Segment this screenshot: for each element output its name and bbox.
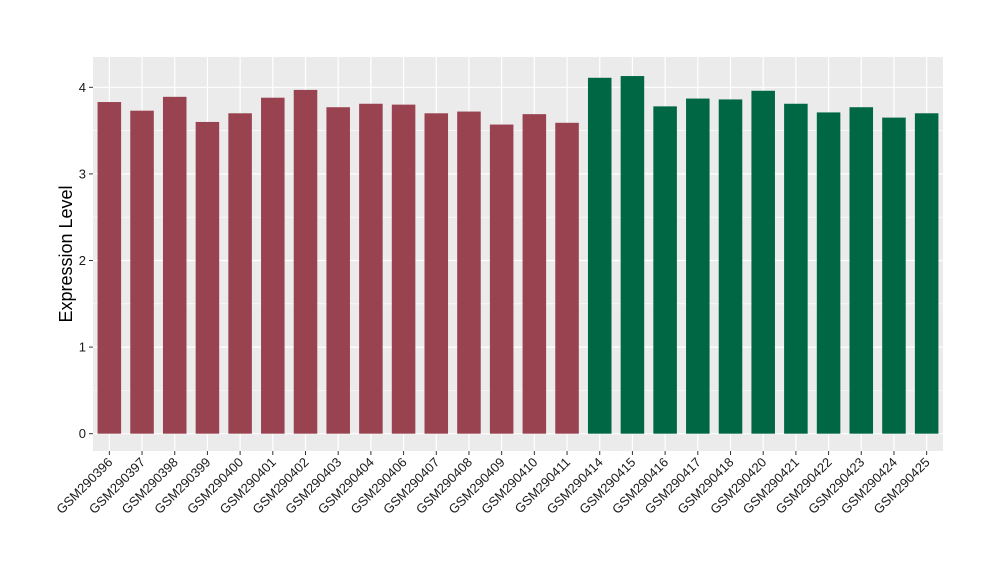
y-axis-title: Expression Level	[56, 185, 76, 322]
bar-GSM290402	[293, 89, 318, 434]
bar-GSM290403	[326, 107, 350, 434]
bar-GSM290417	[686, 98, 710, 434]
plot-panel	[93, 57, 943, 451]
bar-GSM290397	[130, 110, 154, 434]
bar-GSM290398	[162, 96, 187, 434]
x-axis: GSM290396GSM290397GSM290398GSM290399GSM2…	[53, 451, 933, 517]
bar-GSM290425	[914, 113, 939, 434]
bar-GSM290410	[522, 114, 547, 434]
bar-GSM290421	[784, 103, 808, 434]
bar-GSM290400	[228, 113, 252, 434]
y-tick-label: 1	[79, 340, 86, 355]
bar-GSM290406	[391, 104, 416, 434]
bar-GSM290414	[587, 77, 612, 434]
bar-GSM290399	[195, 121, 220, 434]
bar-GSM290407	[424, 113, 449, 434]
bar-GSM290423	[849, 107, 874, 434]
bar-GSM290409	[489, 124, 514, 434]
y-axis: 0 1 2 3 4	[79, 80, 93, 441]
bar-GSM290420	[751, 90, 775, 434]
y-tick-label: 3	[79, 166, 86, 181]
bar-GSM290418	[718, 99, 743, 434]
bar-GSM290416	[653, 106, 677, 434]
bar-GSM290408	[457, 111, 481, 434]
bar-GSM290401	[261, 97, 285, 434]
bar-GSM290424	[882, 117, 906, 434]
y-tick-label: 0	[79, 426, 86, 441]
y-tick-label: 2	[79, 253, 86, 268]
bar-GSM290404	[359, 103, 383, 434]
bar-GSM290411	[555, 122, 579, 434]
y-tick-label: 4	[79, 80, 86, 95]
bar-GSM290422	[816, 112, 841, 434]
bar-GSM290396	[97, 102, 122, 434]
bars	[97, 76, 939, 434]
bar-GSM290415	[620, 76, 645, 434]
